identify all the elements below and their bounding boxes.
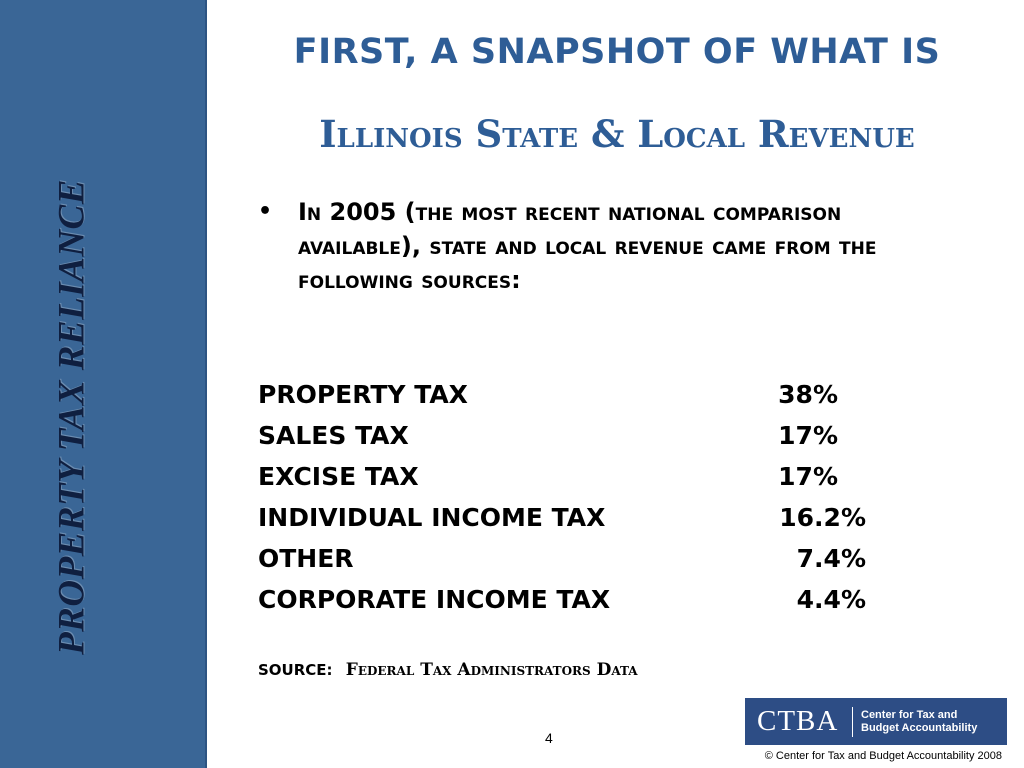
revenue-row: SALES TAX 17%	[258, 417, 898, 458]
revenue-value: 4.4%	[796, 585, 866, 614]
logo-text-line1: Center for Tax and	[861, 708, 958, 721]
copyright: © Center for Tax and Budget Accountabili…	[764, 750, 1002, 762]
revenue-label: CORPORATE INCOME TAX	[258, 585, 611, 614]
side-title-wrap: PROPERTY TAX RELIANCE	[50, 165, 94, 670]
side-band: PROPERTY TAX RELIANCE	[0, 0, 207, 768]
bullet-text: In 2005 (the most recent national compar…	[298, 198, 877, 294]
logo-text: Center for Tax and Budget Accountability	[861, 709, 991, 735]
vertical-title: PROPERTY TAX RELIANCE	[51, 179, 93, 655]
revenue-label: SALES TAX	[258, 421, 409, 450]
revenue-table: PROPERTY TAX 38% SALES TAX 17% EXCISE TA…	[258, 376, 898, 622]
source-body: Federal Tax Administrators Data	[345, 660, 638, 680]
revenue-label: OTHER	[258, 544, 354, 573]
page-number: 4	[545, 730, 553, 746]
logo-text-line2: Budget Accountability	[861, 721, 978, 734]
source-note: SOURCE: Federal Tax Administrators Data	[258, 660, 638, 680]
ctba-logo: CTBA Center for Tax and Budget Accountab…	[745, 698, 1007, 745]
revenue-row: PROPERTY TAX 38%	[258, 376, 898, 417]
revenue-row: EXCISE TAX 17%	[258, 458, 898, 499]
bullet-marker: •	[258, 199, 273, 224]
revenue-value: 17%	[778, 462, 838, 491]
source-prefix: SOURCE:	[258, 661, 333, 679]
revenue-label: PROPERTY TAX	[258, 380, 468, 409]
revenue-value: 17%	[778, 421, 838, 450]
revenue-row: CORPORATE INCOME TAX 4.4%	[258, 581, 898, 622]
revenue-value: 38%	[778, 380, 838, 409]
revenue-row: INDIVIDUAL INCOME TAX 16.2%	[258, 499, 898, 540]
revenue-row: OTHER 7.4%	[258, 540, 898, 581]
slide-heading-line1: FIRST, A SNAPSHOT OF WHAT IS	[293, 32, 941, 72]
slide-heading-line2: Illinois State & Local Revenue	[319, 112, 915, 156]
logo-mark: CTBA	[757, 705, 839, 737]
revenue-label: EXCISE TAX	[258, 462, 419, 491]
revenue-value: 16.2%	[779, 503, 866, 532]
revenue-label: INDIVIDUAL INCOME TAX	[258, 503, 606, 532]
revenue-value: 7.4%	[796, 544, 866, 573]
logo-divider	[852, 706, 853, 737]
